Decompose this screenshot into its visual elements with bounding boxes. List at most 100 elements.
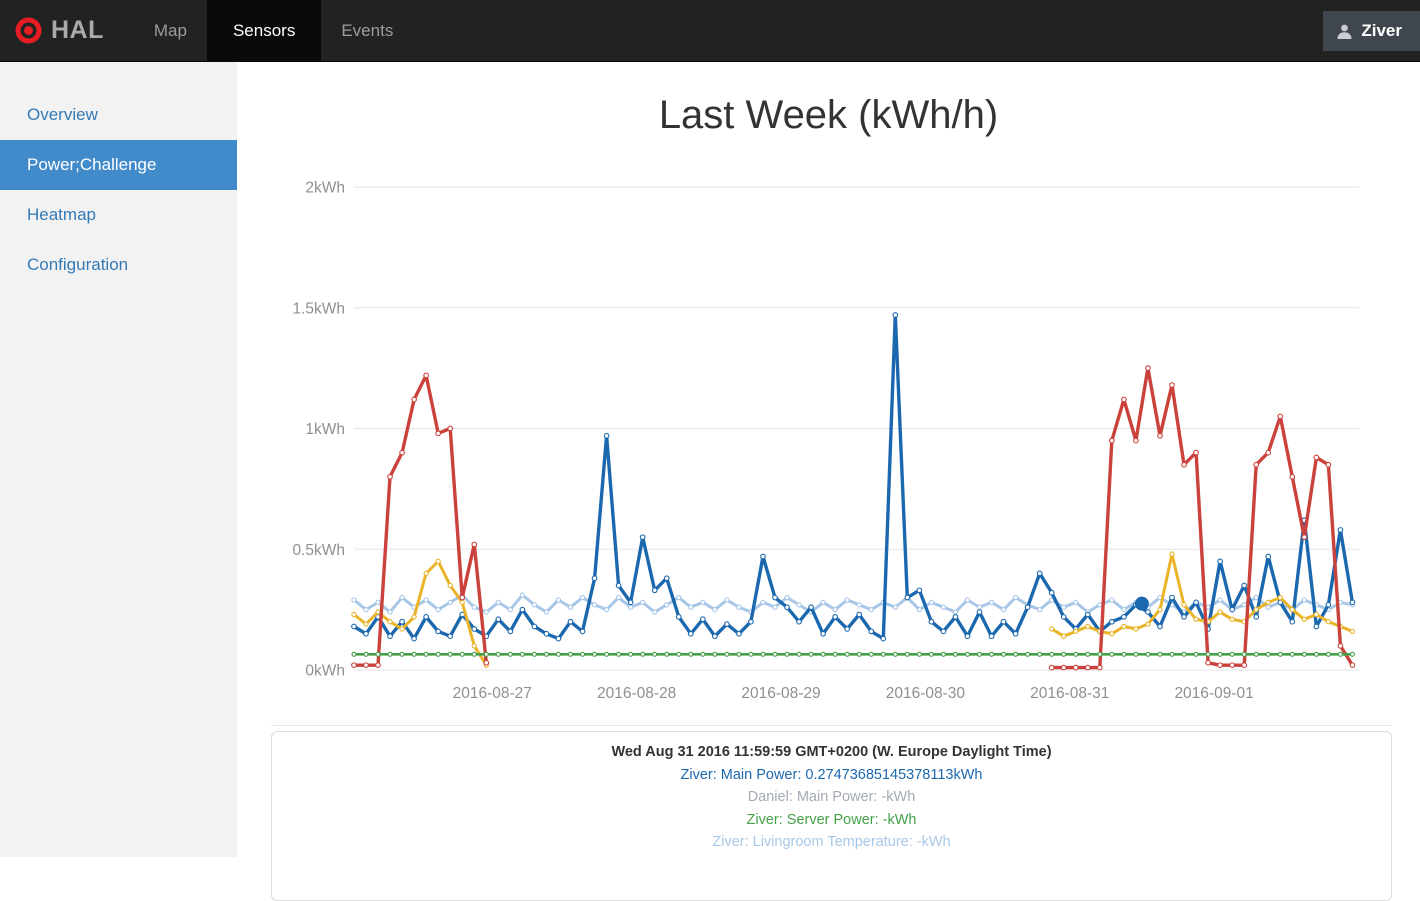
series-marker bbox=[1121, 623, 1127, 630]
sidebar-item-overview[interactable]: Overview bbox=[27, 105, 98, 124]
selected-point[interactable] bbox=[1134, 596, 1149, 611]
brand-title: HAL bbox=[51, 16, 104, 44]
series-marker bbox=[375, 599, 381, 606]
series-marker bbox=[664, 602, 670, 608]
series-marker bbox=[592, 651, 598, 657]
series-marker bbox=[1325, 619, 1332, 625]
series-marker bbox=[1169, 651, 1175, 657]
x-tick-label: 2016-08-28 bbox=[597, 685, 676, 702]
series-marker bbox=[1000, 606, 1007, 613]
series-marker bbox=[1349, 651, 1355, 657]
series-marker bbox=[1109, 631, 1115, 637]
series-marker bbox=[904, 651, 910, 657]
brand[interactable]: HAL bbox=[0, 0, 122, 61]
series-marker bbox=[1157, 606, 1163, 613]
series-marker bbox=[1096, 664, 1103, 671]
series-marker bbox=[1108, 618, 1115, 625]
series-marker bbox=[1229, 606, 1235, 613]
series-marker bbox=[652, 651, 658, 657]
series-marker bbox=[1109, 651, 1115, 657]
x-tick-label: 2016-08-29 bbox=[741, 685, 820, 702]
series-marker bbox=[1241, 582, 1248, 589]
series-marker bbox=[1253, 606, 1259, 613]
series-marker bbox=[1121, 651, 1127, 657]
series-marker bbox=[363, 606, 369, 613]
series-marker bbox=[423, 372, 429, 379]
power-chart[interactable]: 0kWh 0.5kWh 1kWh 1.5kWh 2kWh 2016-08-27 2016-0… bbox=[271, 175, 1391, 720]
series-marker bbox=[844, 651, 850, 657]
series-marker bbox=[531, 602, 538, 608]
series-marker bbox=[772, 604, 778, 610]
series-marker bbox=[483, 659, 490, 666]
legend-entry: Ziver: Main Power: 0.27473685145378113kW… bbox=[680, 766, 983, 783]
legend-entry: Ziver: Livingroom Temperature: -kWh bbox=[712, 834, 951, 851]
series-marker bbox=[651, 587, 658, 594]
series-marker bbox=[603, 606, 610, 613]
nav-item-sensors[interactable]: Sensors bbox=[206, 0, 322, 61]
series-marker bbox=[1349, 662, 1356, 669]
nav-item-events[interactable]: Events bbox=[341, 20, 394, 40]
series-marker bbox=[1205, 659, 1211, 666]
series-marker bbox=[1253, 594, 1259, 601]
series-marker bbox=[916, 587, 923, 594]
series-marker bbox=[952, 609, 959, 615]
series-marker bbox=[603, 432, 610, 439]
series-marker bbox=[1061, 651, 1067, 657]
series-marker bbox=[1217, 651, 1223, 657]
sidebar-item-power-challenge[interactable]: Power;Challenge bbox=[0, 140, 237, 190]
series-marker bbox=[495, 616, 502, 623]
series-marker bbox=[748, 651, 754, 657]
series-marker bbox=[940, 651, 946, 657]
series-marker bbox=[411, 614, 417, 620]
series-marker bbox=[387, 609, 393, 615]
series-marker bbox=[363, 621, 369, 627]
series-marker bbox=[700, 599, 706, 606]
user-icon bbox=[1336, 23, 1353, 40]
series-marker bbox=[1277, 651, 1283, 657]
y-tick-label: 0.5kWh bbox=[292, 542, 345, 559]
sidebar-item-configuration[interactable]: Configuration bbox=[27, 255, 129, 274]
series-marker bbox=[471, 604, 477, 610]
series-marker bbox=[1049, 626, 1055, 632]
series-marker bbox=[1193, 449, 1199, 456]
series-marker bbox=[1301, 651, 1307, 657]
chart-title: Last Week (kWh/h) bbox=[658, 93, 999, 137]
series-marker bbox=[928, 599, 935, 606]
series-marker bbox=[844, 626, 851, 632]
series-marker bbox=[724, 651, 730, 657]
series-marker bbox=[784, 651, 790, 657]
series-marker bbox=[435, 651, 441, 657]
series-marker bbox=[952, 614, 959, 620]
series-marker bbox=[375, 609, 381, 615]
series-marker bbox=[1337, 651, 1343, 657]
series-marker bbox=[712, 633, 718, 640]
series-marker bbox=[928, 651, 934, 657]
series-marker bbox=[375, 651, 381, 657]
series-marker bbox=[1157, 651, 1163, 657]
user-menu-button[interactable]: Ziver bbox=[1323, 11, 1420, 51]
series-marker bbox=[940, 604, 947, 610]
top-navbar: HAL Map Sensors Events Ziver bbox=[0, 0, 1420, 62]
series-marker bbox=[375, 662, 381, 669]
main-nav: Map Sensors Events bbox=[134, 0, 413, 61]
sidebar-item-heatmap[interactable]: Heatmap bbox=[27, 205, 96, 224]
series-marker bbox=[507, 651, 513, 657]
series-marker bbox=[1181, 614, 1187, 620]
series-marker bbox=[1229, 662, 1235, 669]
series-marker bbox=[676, 651, 682, 657]
series-marker bbox=[627, 604, 634, 610]
series-marker bbox=[1037, 651, 1043, 657]
series-marker bbox=[555, 635, 562, 642]
series-marker bbox=[423, 651, 429, 657]
nav-item-map[interactable]: Map bbox=[153, 20, 187, 40]
series-marker bbox=[1169, 551, 1175, 557]
series-marker bbox=[1229, 616, 1235, 622]
series-marker bbox=[1337, 527, 1344, 533]
series-marker bbox=[820, 651, 826, 657]
series-marker bbox=[1073, 628, 1079, 635]
series-marker bbox=[1121, 606, 1127, 613]
series-marker bbox=[699, 616, 706, 623]
series-marker bbox=[1325, 601, 1332, 608]
series-marker bbox=[1313, 623, 1320, 630]
series-marker bbox=[351, 597, 357, 603]
